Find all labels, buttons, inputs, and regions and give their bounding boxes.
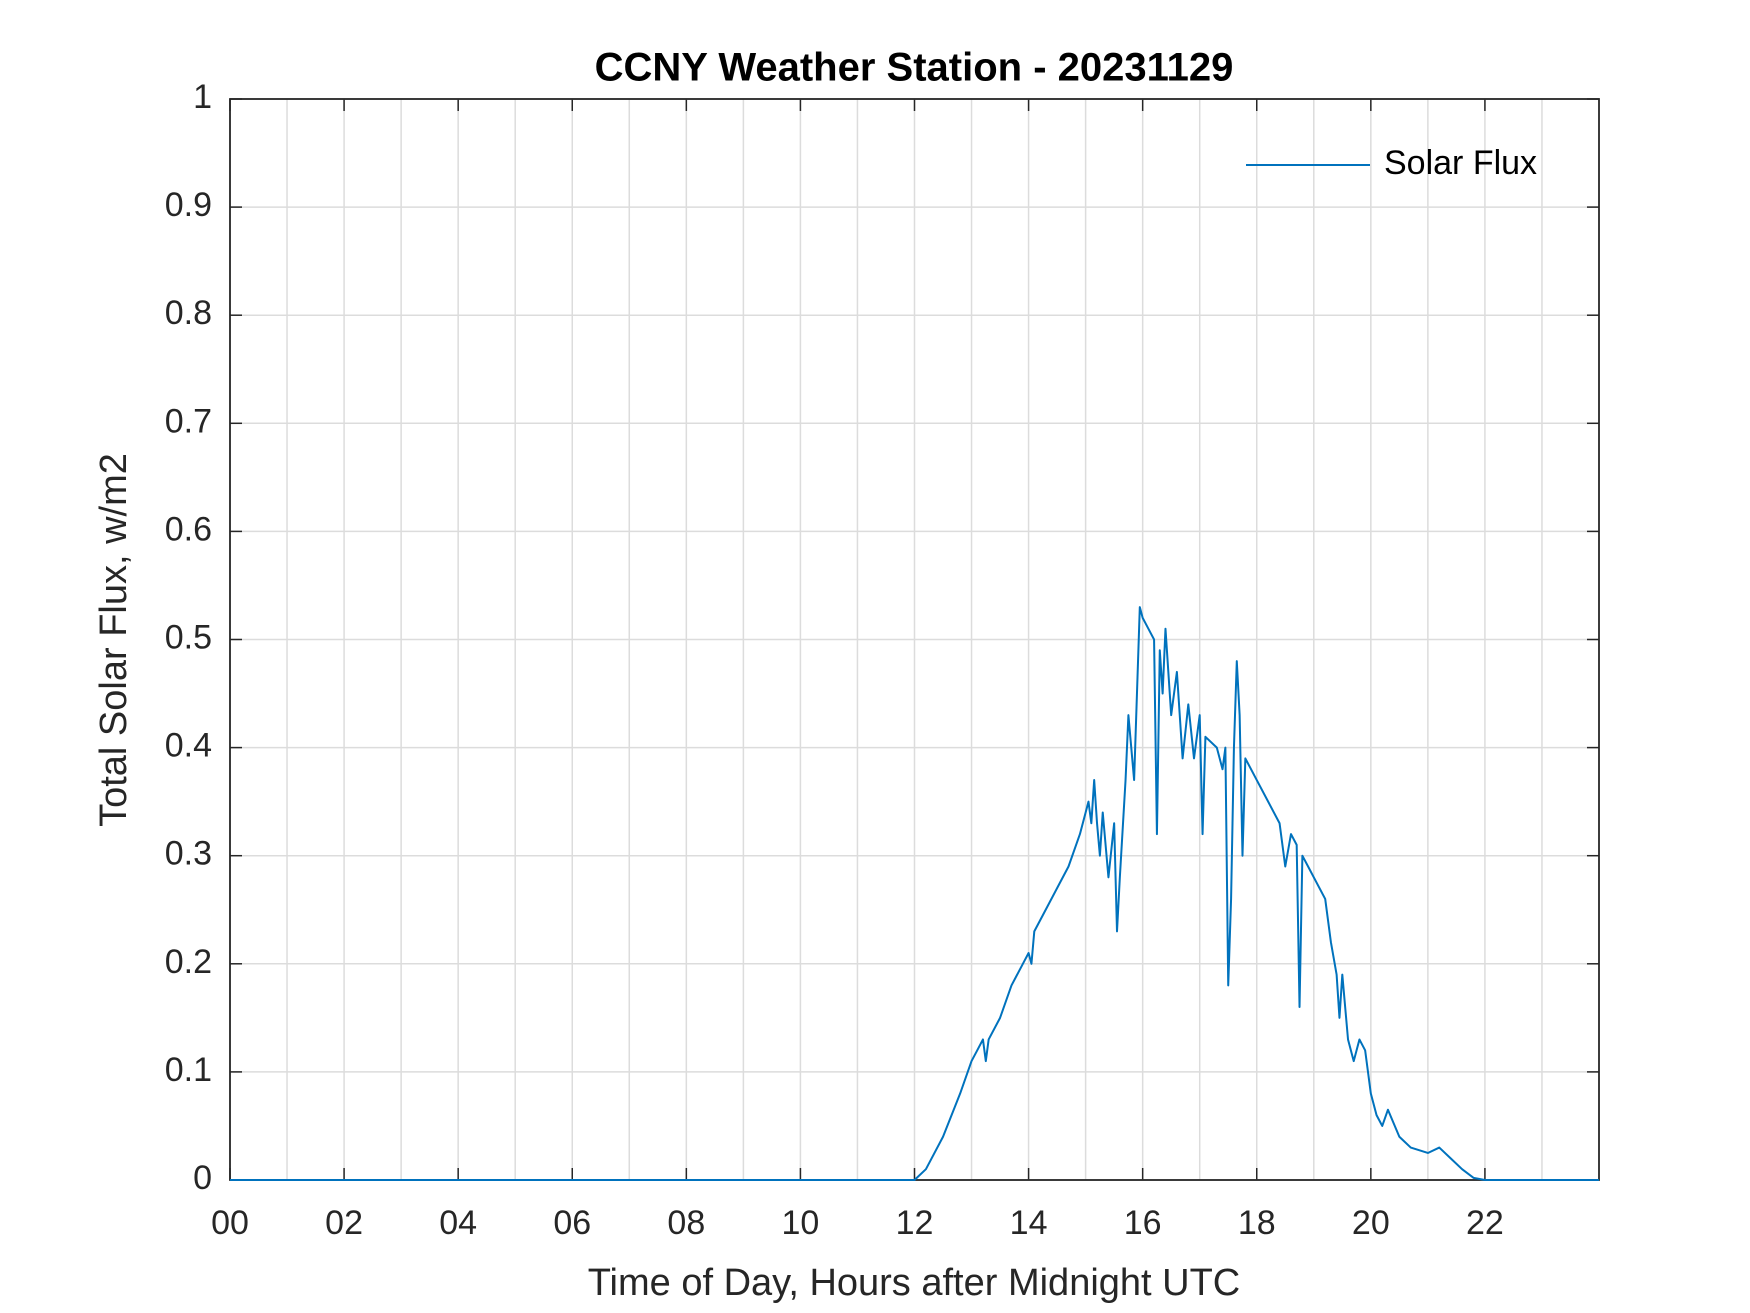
- y-tick-label: 0.1: [165, 1051, 212, 1089]
- y-tick-label: 1: [193, 78, 212, 116]
- y-tick-label: 0.4: [165, 727, 212, 765]
- x-tick-label: 02: [325, 1204, 363, 1242]
- legend-label: Solar Flux: [1384, 144, 1537, 182]
- x-tick-label: 00: [211, 1204, 249, 1242]
- x-tick-label: 06: [553, 1204, 591, 1242]
- x-tick-label: 16: [1124, 1204, 1162, 1242]
- x-tick-label: 08: [667, 1204, 705, 1242]
- x-axis-label: Time of Day, Hours after Midnight UTC: [588, 1262, 1241, 1304]
- x-tick-label: 04: [439, 1204, 477, 1242]
- y-tick-label: 0: [193, 1159, 212, 1197]
- x-tick-label: 18: [1238, 1204, 1276, 1242]
- x-tick-label: 14: [1010, 1204, 1048, 1242]
- x-tick-label: 10: [782, 1204, 820, 1242]
- y-tick-label: 0.6: [165, 510, 212, 548]
- y-tick-label: 0.9: [165, 186, 212, 224]
- y-axis-label: Total Solar Flux, w/m2: [93, 453, 135, 827]
- y-tick-label: 0.3: [165, 835, 212, 873]
- x-tick-label: 12: [896, 1204, 934, 1242]
- x-tick-label: 20: [1352, 1204, 1390, 1242]
- y-tick-label: 0.8: [165, 294, 212, 332]
- y-tick-label: 0.7: [165, 402, 212, 440]
- chart-title: CCNY Weather Station - 20231129: [595, 46, 1234, 90]
- y-tick-label: 0.2: [165, 943, 212, 981]
- data-line: [230, 606, 1599, 1181]
- y-tick-label: 0.5: [165, 618, 212, 656]
- x-tick-label: 22: [1466, 1204, 1504, 1242]
